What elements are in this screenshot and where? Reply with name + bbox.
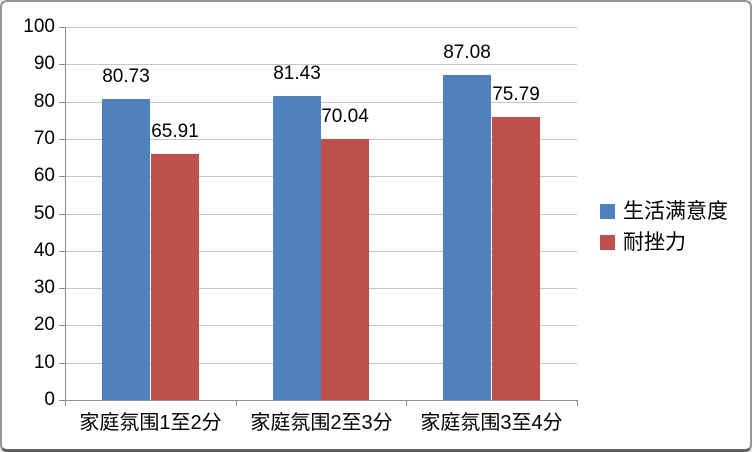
bar-life-satisfaction-2[interactable]: [443, 75, 491, 400]
legend-item-resilience[interactable]: 耐挫力: [600, 231, 728, 254]
bar-resilience-0[interactable]: [151, 154, 199, 400]
data-label-life-satisfaction-0: 80.73: [102, 66, 150, 87]
y-axis-tick-label: 10: [33, 352, 55, 373]
y-tick-mark: [59, 288, 65, 289]
data-label-resilience-1: 70.04: [321, 106, 369, 127]
legend-item-life-satisfaction[interactable]: 生活满意度: [600, 200, 728, 223]
y-axis-tick-label: 20: [33, 314, 55, 335]
y-tick-mark: [59, 64, 65, 65]
legend-label: 生活满意度: [623, 200, 728, 223]
bar-resilience-1[interactable]: [321, 138, 369, 400]
x-tick-mark: [236, 400, 237, 406]
category-label-2: 家庭氛围3至4分: [420, 412, 563, 434]
y-axis-tick-label: 40: [33, 240, 55, 261]
y-tick-mark: [59, 139, 65, 140]
data-label-resilience-0: 65.91: [151, 121, 199, 142]
x-tick-mark: [65, 400, 66, 406]
y-tick-mark: [59, 176, 65, 177]
bar-life-satisfaction-1[interactable]: [273, 96, 321, 400]
y-axis-tick-label: 60: [33, 165, 55, 186]
y-tick-mark: [59, 27, 65, 28]
legend-color-swatch-icon: [600, 204, 615, 219]
category-label-0: 家庭氛围1至2分: [79, 412, 222, 434]
data-label-life-satisfaction-2: 87.08: [443, 42, 491, 63]
y-axis-tick-label: 0: [44, 389, 55, 410]
y-tick-mark: [59, 325, 65, 326]
y-tick-mark: [59, 363, 65, 364]
gridline: [65, 64, 577, 65]
y-tick-mark: [59, 214, 65, 215]
data-label-life-satisfaction-1: 81.43: [273, 63, 321, 84]
x-axis-line: [65, 400, 578, 401]
bar-resilience-2[interactable]: [492, 117, 540, 400]
y-axis-tick-label: 100: [23, 16, 55, 37]
bar-life-satisfaction-0[interactable]: [102, 98, 150, 400]
legend-label: 耐挫力: [623, 231, 686, 254]
x-tick-mark: [406, 400, 407, 406]
x-tick-mark: [577, 400, 578, 406]
y-axis-tick-label: 90: [33, 53, 55, 74]
y-axis-tick-label: 80: [33, 91, 55, 112]
y-axis-tick-label: 70: [33, 128, 55, 149]
y-tick-mark: [59, 251, 65, 252]
y-tick-mark: [59, 102, 65, 103]
y-axis-line: [65, 27, 66, 400]
gridline: [65, 27, 577, 28]
legend: 生活满意度 耐挫力: [600, 200, 728, 254]
y-axis-tick-label: 50: [33, 203, 55, 224]
y-tick-mark: [59, 400, 65, 401]
category-label-1: 家庭氛围2至3分: [250, 412, 393, 434]
y-axis-tick-label: 30: [33, 277, 55, 298]
gridline: [65, 102, 577, 103]
legend-color-swatch-icon: [600, 235, 615, 250]
data-label-resilience-2: 75.79: [492, 84, 540, 105]
